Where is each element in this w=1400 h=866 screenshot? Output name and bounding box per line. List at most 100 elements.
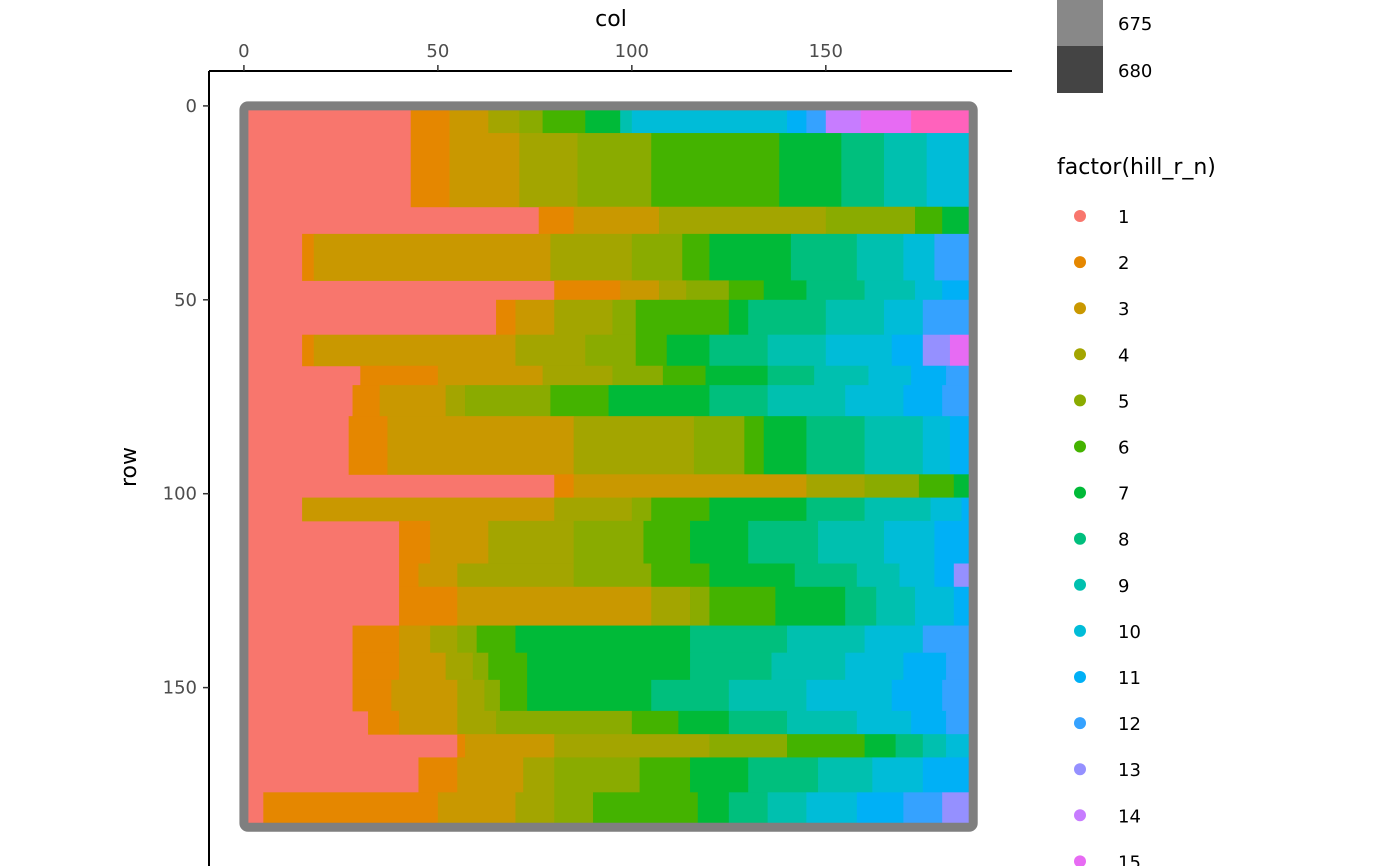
elevation-legend-label: 680	[1118, 61, 1152, 82]
raster-cell	[787, 105, 807, 134]
raster-cell	[488, 652, 528, 681]
raster-cell	[651, 679, 730, 712]
raster-cell	[399, 652, 447, 681]
raster-cell	[686, 280, 730, 301]
raster-cell	[883, 299, 924, 336]
raster-cell	[748, 520, 819, 565]
raster-cell	[922, 416, 951, 475]
elevation-legend-key	[1057, 46, 1103, 93]
raster-cell	[690, 520, 749, 565]
raster-cell	[542, 365, 613, 386]
raster-cell	[876, 586, 916, 627]
raster-cell	[682, 233, 710, 281]
hill-legend-key	[1074, 440, 1086, 453]
raster-cell	[550, 233, 633, 281]
raster-cell	[387, 416, 575, 475]
raster-cell	[864, 734, 897, 758]
raster-cell	[895, 734, 924, 758]
raster-cell	[915, 206, 943, 235]
raster-cell	[608, 385, 710, 417]
y-axis-title: row	[117, 447, 142, 487]
raster-cell	[631, 710, 679, 735]
hill-legend-key	[1074, 671, 1086, 683]
raster-cell	[918, 474, 955, 499]
raster-cell	[806, 416, 866, 475]
raster-cell	[709, 233, 792, 281]
raster-cell	[744, 416, 765, 475]
raster-cell	[856, 792, 904, 828]
raster-cell	[825, 206, 916, 235]
x-tick-label: 0	[238, 41, 249, 62]
raster-cell	[263, 792, 439, 828]
y-axis-ticks: 0 50 100 150	[163, 96, 209, 699]
raster-cell	[457, 710, 497, 735]
raster-cell	[728, 280, 765, 301]
raster-cell	[787, 625, 866, 654]
raster-cell	[728, 299, 749, 336]
hill-legend-key	[1074, 532, 1086, 545]
elevation-legend: 675 680	[1057, 0, 1152, 93]
hill-legend-label: 12	[1118, 714, 1141, 735]
raster-cell	[790, 233, 858, 281]
raster-cell	[399, 586, 458, 627]
y-tick-label: 50	[174, 290, 197, 311]
raster-cell	[942, 792, 974, 828]
raster-cell	[922, 299, 974, 336]
raster-cell	[806, 792, 858, 828]
raster-cell	[612, 365, 664, 386]
raster-cell	[662, 365, 707, 386]
raster-cell	[709, 586, 776, 627]
raster-cell	[787, 710, 858, 735]
raster-cell	[573, 416, 695, 475]
raster-cell	[915, 586, 955, 627]
axes: 0 50 100 150 0 50 100 150 col row	[117, 7, 1012, 866]
raster-cell	[845, 652, 904, 681]
raster-cell	[430, 520, 489, 565]
raster-cell	[845, 385, 904, 417]
raster-cell	[352, 625, 400, 654]
raster-cell	[911, 365, 947, 386]
raster-cell	[666, 334, 710, 367]
x-axis-ticks: 0 50 100 150	[238, 41, 843, 71]
raster-cell	[651, 133, 780, 208]
hill-legend-key	[1074, 486, 1086, 499]
raster-cell	[457, 757, 524, 793]
raster-layer	[263, 105, 974, 828]
raster-cell	[620, 280, 660, 301]
raster-cell	[775, 586, 846, 627]
raster-cell	[915, 280, 943, 301]
raster-cell	[942, 280, 974, 301]
raster-cell	[690, 586, 710, 627]
raster-cell	[825, 299, 885, 336]
raster-cell	[635, 299, 730, 336]
raster-cell	[806, 679, 893, 712]
raster-cell	[527, 679, 652, 712]
raster-cell	[437, 792, 516, 828]
raster-cell	[709, 334, 769, 367]
raster-cell	[612, 299, 637, 336]
x-tick-label: 150	[809, 41, 843, 62]
raster-cell	[767, 792, 807, 828]
raster-cell	[635, 334, 668, 367]
raster-cell	[705, 365, 769, 386]
raster-cell	[488, 105, 520, 134]
raster-cell	[693, 416, 745, 475]
hill-legend-label: 2	[1118, 253, 1129, 274]
raster-cell	[651, 563, 710, 588]
raster-cell	[903, 233, 935, 281]
hill-legend-key	[1074, 763, 1086, 776]
hill-legend-key	[1074, 302, 1086, 315]
raster-cell	[542, 105, 586, 134]
raster-cell	[926, 133, 974, 208]
raster-cell	[399, 625, 431, 654]
raster-cell	[814, 365, 869, 386]
hill-legend-label: 10	[1118, 622, 1141, 643]
hill-legend-key	[1074, 624, 1086, 637]
hill-legend-label: 6	[1118, 438, 1129, 459]
raster-cell	[763, 416, 807, 475]
raster-cell	[515, 625, 691, 654]
raster-cell	[825, 105, 862, 134]
raster-cell	[391, 679, 458, 712]
